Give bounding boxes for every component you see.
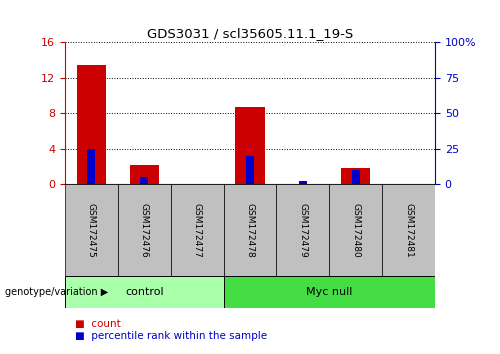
- Text: GSM172478: GSM172478: [246, 203, 254, 257]
- Text: GSM172475: GSM172475: [87, 203, 96, 257]
- Bar: [88, 149, 96, 184]
- Bar: [341, 168, 370, 184]
- Text: Myc null: Myc null: [306, 287, 352, 297]
- Bar: [276, 184, 330, 276]
- Bar: [170, 184, 224, 276]
- Bar: [236, 107, 264, 184]
- Bar: [224, 184, 276, 276]
- Bar: [299, 181, 307, 184]
- Bar: [130, 166, 159, 184]
- Bar: [65, 184, 118, 276]
- Title: GDS3031 / scl35605.11.1_19-S: GDS3031 / scl35605.11.1_19-S: [147, 27, 353, 40]
- Bar: [140, 177, 148, 184]
- Text: ■  percentile rank within the sample: ■ percentile rank within the sample: [75, 331, 267, 341]
- Text: GSM172476: GSM172476: [140, 203, 149, 257]
- Bar: [382, 184, 435, 276]
- Text: GSM172480: GSM172480: [351, 203, 360, 257]
- Bar: [65, 276, 224, 308]
- Text: ■  count: ■ count: [75, 319, 121, 329]
- Text: genotype/variation ▶: genotype/variation ▶: [5, 287, 108, 297]
- Bar: [224, 276, 435, 308]
- Text: GSM172477: GSM172477: [192, 203, 202, 257]
- Bar: [330, 184, 382, 276]
- Bar: [118, 184, 171, 276]
- Bar: [246, 156, 254, 184]
- Text: GSM172481: GSM172481: [404, 203, 413, 257]
- Bar: [77, 65, 106, 184]
- Bar: [352, 170, 360, 184]
- Text: GSM172479: GSM172479: [298, 203, 308, 257]
- Text: control: control: [125, 287, 164, 297]
